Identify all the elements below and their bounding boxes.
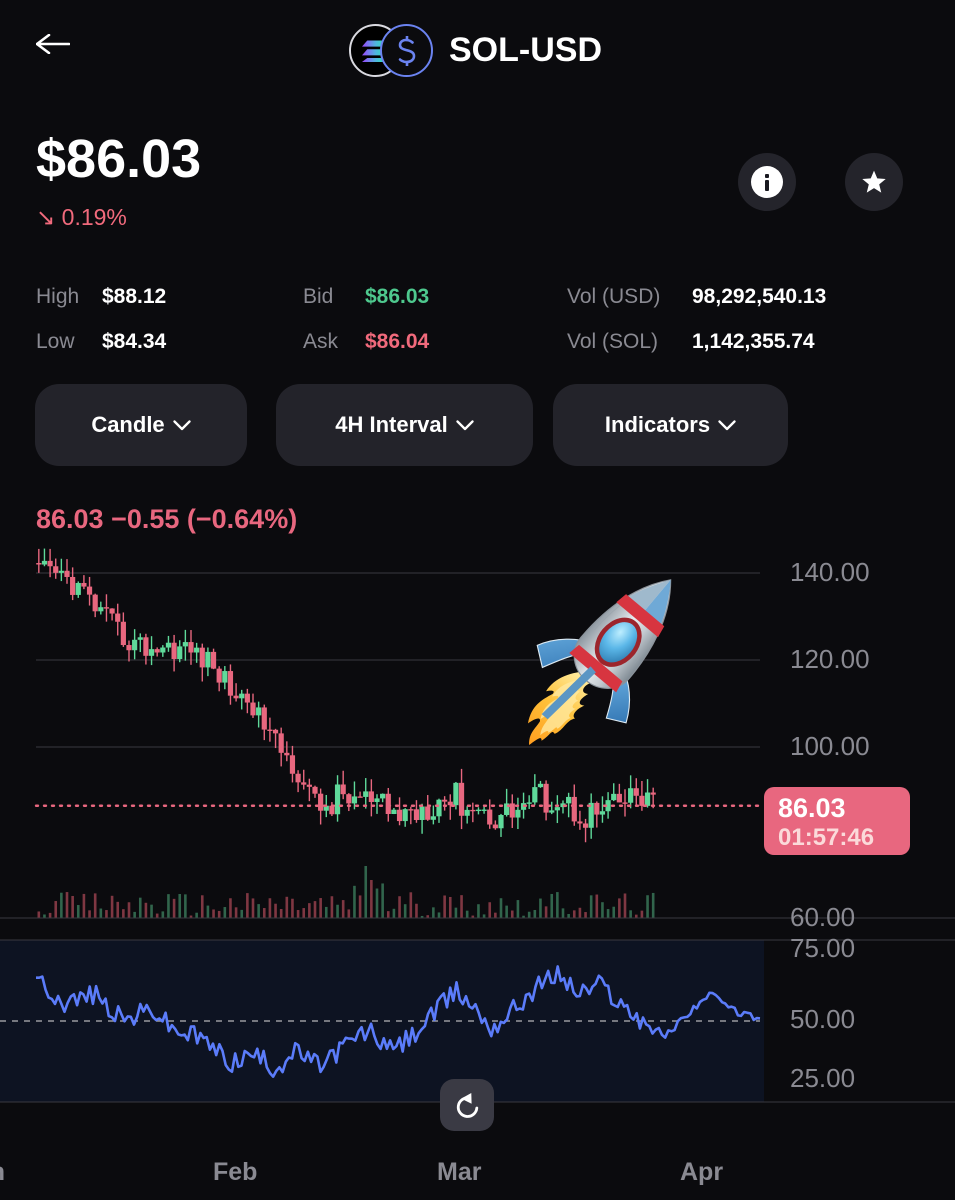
svg-text:120.00: 120.00 xyxy=(790,644,870,674)
svg-text:01:57:46: 01:57:46 xyxy=(778,824,874,851)
svg-text:50.00: 50.00 xyxy=(790,1004,855,1034)
svg-text:100.00: 100.00 xyxy=(790,731,870,761)
svg-text:25.00: 25.00 xyxy=(790,1063,855,1093)
svg-text:140.00: 140.00 xyxy=(790,557,870,587)
svg-text:75.00: 75.00 xyxy=(790,933,855,963)
svg-text:60.00: 60.00 xyxy=(790,902,855,932)
svg-text:86.03: 86.03 xyxy=(778,793,846,823)
svg-text:86.03 −0.55 (−0.64%): 86.03 −0.55 (−0.64%) xyxy=(36,504,297,534)
